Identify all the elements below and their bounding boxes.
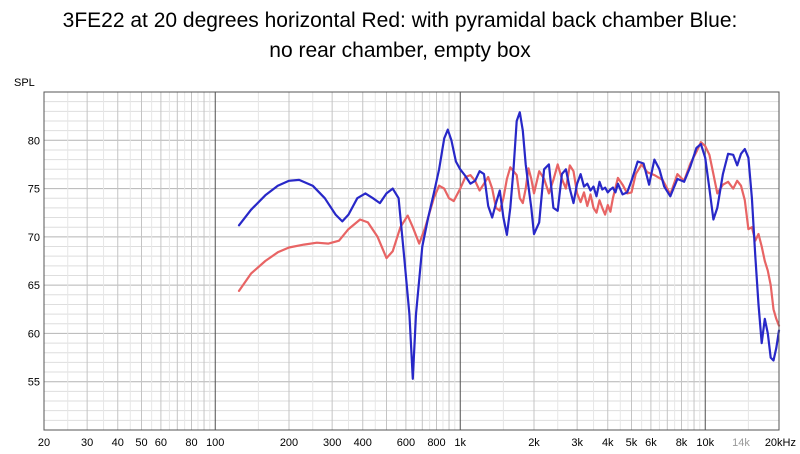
chart-title: 3FE22 at 20 degrees horizontal Red: with… [0,6,800,66]
y-tick-label: 70 [28,232,40,244]
x-tick-label: 20kHz [765,437,796,449]
x-tick-label: 6k [645,437,657,449]
x-tick-label: 1k [454,437,466,449]
series-line-2 [237,111,781,380]
x-tick-label: 10k [696,437,714,449]
x-tick-label: 50 [135,437,147,449]
x-tick-label: 200 [280,437,298,449]
y-tick-label: 60 [28,328,40,340]
series-layer [237,111,781,380]
y-tick-label: 75 [28,184,40,196]
x-tick-label: 4k [602,437,614,449]
x-tick-label: 300 [323,437,341,449]
x-tick-label: 20 [38,437,50,449]
x-tick-label: 3k [571,437,583,449]
x-tick-label: 8k [676,437,688,449]
chart-title-line-2: no rear chamber, empty box [269,39,531,62]
y-axis-label: SPL [14,77,35,89]
y-axis-ticks: 55 60 65 70 75 80 [28,135,40,388]
y-tick-label: 65 [28,280,40,292]
y-tick-label: 55 [28,377,40,389]
x-axis-ticks: 20 30 40 50 60 80 100 200 300 400 600 800 1k 2k 3k 4k 5k… [38,437,796,449]
series-line-1 [237,141,781,327]
x-tick-label: 100 [206,437,224,449]
y-tick-label: 80 [28,135,40,147]
x-tick-label: 80 [185,437,197,449]
x-tick-label: 60 [155,437,167,449]
chart-title-line-1: 3FE22 at 20 degrees horizontal Red: with… [62,9,738,32]
x-tick-label: 30 [81,437,93,449]
x-tick-label: 2k [528,437,540,449]
x-tick-label: 14k [732,437,750,449]
x-tick-label: 5k [626,437,638,449]
x-tick-label: 40 [112,437,124,449]
plot-border [43,91,780,431]
plot-area [44,92,779,430]
x-tick-label: 400 [354,437,372,449]
x-tick-label: 800 [427,437,445,449]
x-tick-label: 600 [397,437,415,449]
